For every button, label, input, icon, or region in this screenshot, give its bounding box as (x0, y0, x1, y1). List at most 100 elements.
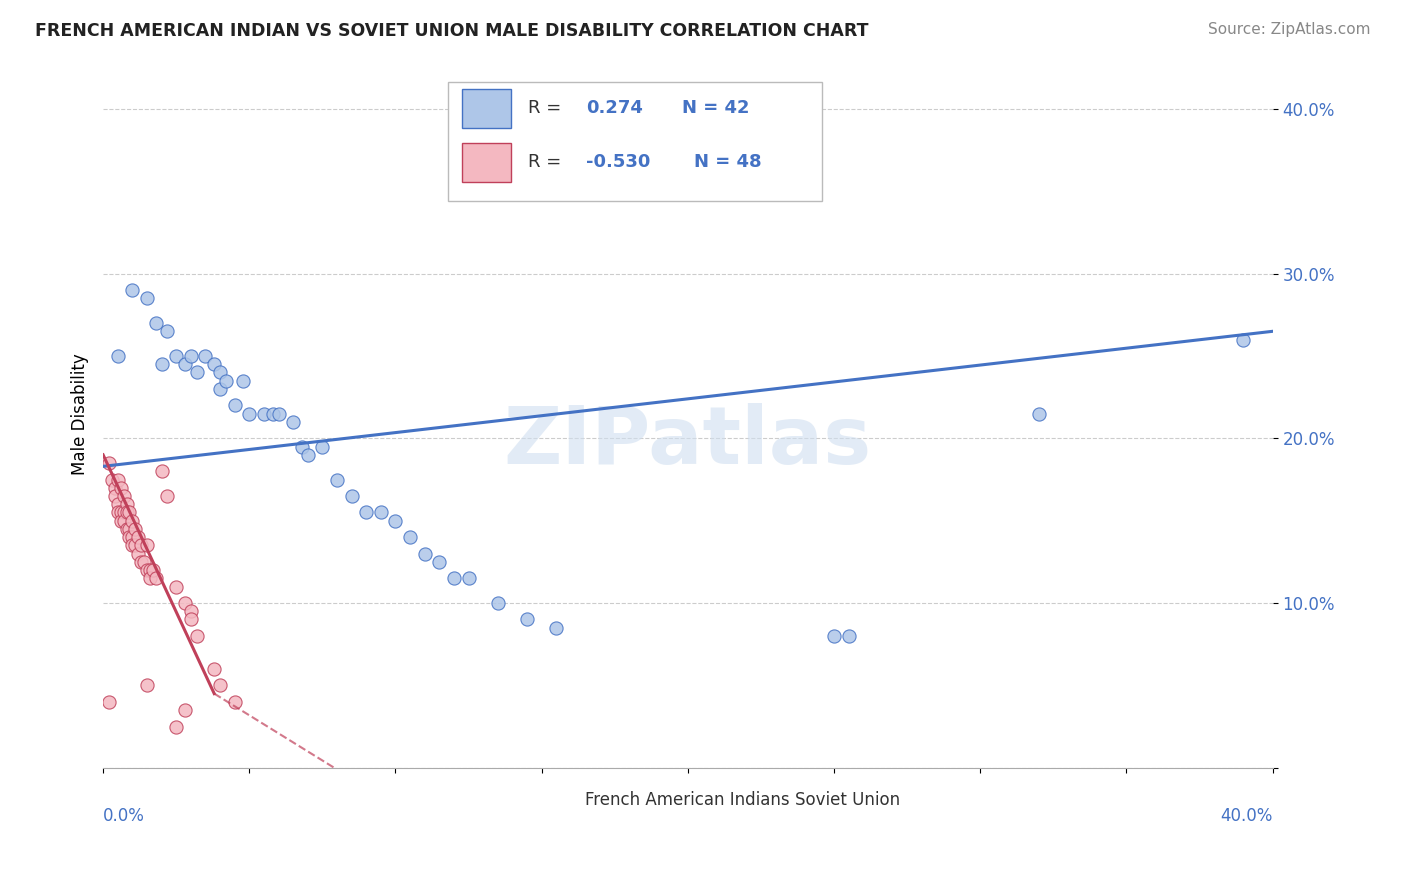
FancyBboxPatch shape (763, 788, 790, 812)
Point (165, 349, 187, 363)
Point (115, 497, 138, 511)
Point (118, 530, 141, 544)
FancyBboxPatch shape (463, 89, 512, 128)
Point (174, 703, 197, 717)
Point (340, 489, 363, 503)
Point (443, 571, 465, 585)
Point (110, 481, 132, 495)
FancyBboxPatch shape (449, 82, 823, 202)
FancyBboxPatch shape (463, 143, 512, 182)
Point (180, 613, 202, 627)
Text: 40.0%: 40.0% (1220, 806, 1272, 824)
Point (142, 563, 165, 577)
Point (132, 555, 155, 569)
Point (326, 473, 349, 487)
Point (127, 547, 149, 561)
Point (112, 489, 135, 503)
Point (186, 366, 208, 380)
Point (209, 366, 232, 380)
Point (1028, 407, 1050, 421)
Text: N = 42: N = 42 (682, 100, 749, 118)
Point (838, 629, 860, 643)
Point (238, 407, 260, 421)
Point (156, 324, 179, 338)
Y-axis label: Male Disability: Male Disability (72, 352, 89, 475)
Point (180, 604, 202, 618)
Point (262, 407, 284, 421)
Point (112, 514, 135, 528)
Point (186, 629, 208, 643)
Point (107, 506, 129, 520)
Point (107, 473, 129, 487)
Point (202, 662, 225, 676)
Text: N = 48: N = 48 (693, 153, 761, 171)
Point (121, 514, 143, 528)
Point (174, 357, 197, 371)
Point (115, 522, 138, 536)
Point (150, 464, 173, 478)
Point (209, 678, 232, 692)
Point (98, 456, 121, 470)
Point (224, 695, 246, 709)
Text: Soviet Union: Soviet Union (796, 790, 901, 808)
Point (150, 357, 173, 371)
Text: 0.0%: 0.0% (103, 806, 145, 824)
Point (127, 530, 149, 544)
Point (145, 571, 167, 585)
Point (370, 506, 392, 520)
Point (399, 530, 422, 544)
Point (98, 695, 121, 709)
Point (129, 555, 152, 569)
Point (427, 555, 450, 569)
Point (823, 629, 845, 643)
Point (129, 538, 152, 552)
Point (165, 720, 187, 734)
Point (457, 571, 479, 585)
Point (121, 530, 143, 544)
Point (107, 497, 129, 511)
Point (283, 415, 305, 429)
Point (118, 522, 141, 536)
Text: FRENCH AMERICAN INDIAN VS SOVIET UNION MALE DISABILITY CORRELATION CHART: FRENCH AMERICAN INDIAN VS SOVIET UNION M… (35, 22, 869, 40)
Point (139, 563, 162, 577)
Text: 0.274: 0.274 (586, 100, 643, 118)
Point (124, 538, 146, 552)
Point (291, 440, 314, 454)
Point (110, 506, 132, 520)
Point (112, 506, 135, 520)
Point (145, 316, 167, 330)
Point (202, 357, 225, 371)
Point (104, 489, 127, 503)
Point (165, 580, 187, 594)
Point (107, 349, 129, 363)
Point (115, 506, 138, 520)
Point (297, 448, 319, 462)
Text: R =: R = (527, 100, 567, 118)
Point (136, 292, 159, 306)
Point (180, 349, 202, 363)
Point (354, 506, 377, 520)
Point (413, 547, 436, 561)
Text: French American Indians: French American Indians (585, 790, 790, 808)
Point (118, 506, 141, 520)
Point (136, 538, 159, 552)
Point (104, 481, 127, 495)
Point (174, 596, 197, 610)
Point (546, 621, 568, 635)
Point (121, 538, 143, 552)
Point (516, 613, 538, 627)
Point (136, 678, 159, 692)
Point (156, 489, 179, 503)
Point (311, 440, 333, 454)
Text: Source: ZipAtlas.com: Source: ZipAtlas.com (1208, 22, 1371, 37)
Point (267, 407, 290, 421)
Point (110, 514, 132, 528)
Point (232, 374, 254, 388)
Point (384, 514, 406, 528)
Text: -0.530: -0.530 (586, 153, 651, 171)
Point (121, 283, 143, 297)
Point (194, 349, 217, 363)
Text: ZIPatlas: ZIPatlas (503, 403, 872, 481)
Point (253, 407, 276, 421)
Point (215, 374, 238, 388)
